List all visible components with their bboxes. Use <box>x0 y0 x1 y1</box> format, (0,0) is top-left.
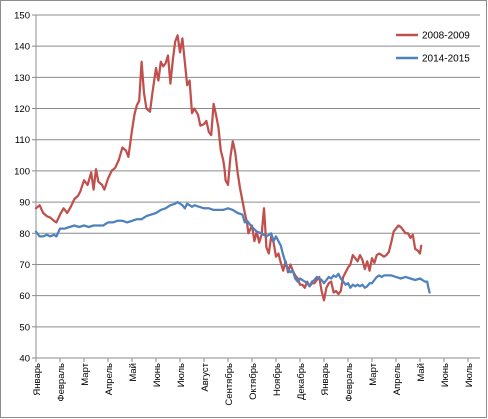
x-tick-label: Май <box>128 363 139 382</box>
y-tick-label: 60 <box>19 291 30 302</box>
series-line-2008-2009 <box>34 34 423 302</box>
x-tick-label: Май <box>416 363 427 382</box>
x-tick-label: Июнь <box>152 363 163 387</box>
y-tick-label: 50 <box>19 322 30 333</box>
x-tick-label: Февраль <box>56 363 67 402</box>
grid-lines <box>36 14 480 328</box>
legend: 2008-2009 2014-2015 <box>396 31 470 65</box>
x-axis-tick-labels: Январь Февраль Март Апрель Май Июнь Июль Август… <box>32 362 475 405</box>
legend-label: 2014-2015 <box>422 54 470 65</box>
x-tick-label: Март <box>80 362 91 385</box>
x-tick-label: Июль <box>176 363 187 387</box>
x-tick-label: Декабрь <box>296 363 307 400</box>
y-tick-label: 120 <box>14 104 30 115</box>
y-axis-tick-labels: 40 50 60 70 80 90 100 110 120 130 140 150 <box>14 11 30 365</box>
y-tick-label: 80 <box>19 229 30 240</box>
x-tick-label: Август <box>200 362 211 391</box>
y-tick-label: 70 <box>19 260 30 271</box>
x-tick-label: Январь <box>32 363 43 396</box>
x-tick-label: Апрель <box>392 363 403 395</box>
y-tick-label: 40 <box>19 354 30 365</box>
x-tick-label: Ноябрь <box>272 363 283 396</box>
y-tick-label: 150 <box>14 11 30 22</box>
x-tick-label: Июль <box>464 363 475 387</box>
x-tick-label: Октябрь <box>248 363 259 400</box>
series-lines <box>34 34 431 302</box>
x-tick-label: Апрель <box>104 363 115 395</box>
x-tick-label: Июнь <box>440 363 451 387</box>
series-line-2014-2015 <box>34 200 431 294</box>
y-tick-label: 140 <box>14 42 30 53</box>
legend-label: 2008-2009 <box>422 31 470 42</box>
x-tick-label: Февраль <box>344 363 355 402</box>
axes <box>32 14 480 362</box>
y-tick-label: 130 <box>14 73 30 84</box>
y-tick-label: 100 <box>14 166 30 177</box>
y-tick-label: 90 <box>19 198 30 209</box>
y-tick-label: 110 <box>15 135 30 146</box>
x-tick-label: Январь <box>320 363 331 396</box>
x-tick-label: Сентябрь <box>224 363 235 406</box>
x-tick-label: Март <box>368 362 379 385</box>
